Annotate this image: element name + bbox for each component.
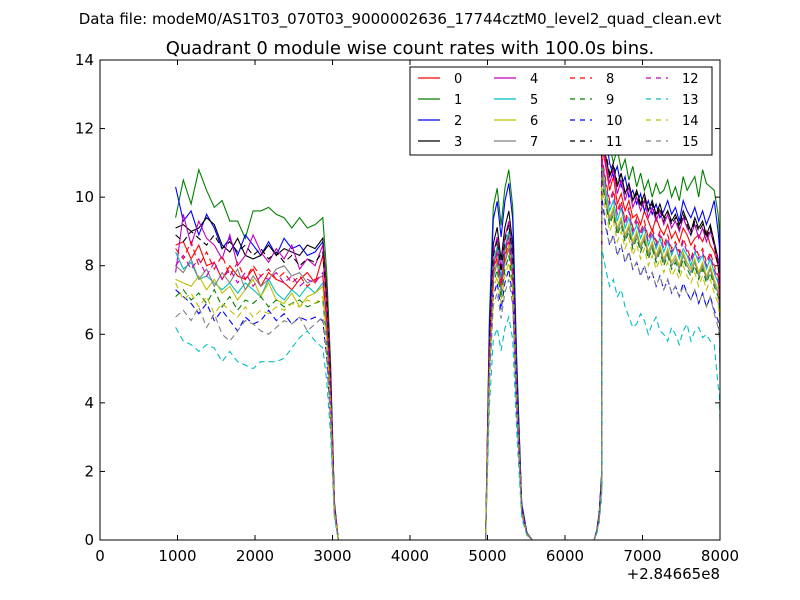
legend-label-5: 5: [530, 93, 538, 108]
y-tick-label: 2: [84, 462, 94, 480]
series-line-7: [175, 173, 720, 540]
y-tick-label: 6: [84, 325, 94, 343]
legend-label-9: 9: [606, 93, 614, 108]
x-tick-label: 0: [95, 547, 105, 565]
series-line-12: [175, 159, 720, 540]
series-line-11: [175, 118, 720, 540]
series-line-0: [175, 145, 720, 540]
legend-label-14: 14: [682, 114, 699, 129]
series-line-10: [175, 197, 720, 540]
series-line-6: [175, 169, 720, 540]
legend-label-12: 12: [682, 72, 699, 87]
legend-label-10: 10: [606, 114, 623, 129]
legend-label-15: 15: [682, 135, 699, 150]
x-axis: 0 1000 2000 3000 4000 5000 6000 7000 8000: [95, 60, 739, 565]
legend-label-0: 0: [454, 72, 462, 87]
legend-label-8: 8: [606, 72, 614, 87]
chart-title: Quadrant 0 module wise count rates with …: [166, 38, 655, 59]
y-tick-label: 10: [75, 188, 94, 206]
figure-suptitle: Data file: modeM0/AS1T03_070T03_90000026…: [79, 10, 722, 29]
y-tick-label: 4: [84, 394, 94, 412]
legend-label-7: 7: [530, 135, 538, 150]
x-tick-label: 8000: [701, 547, 739, 565]
series-line-3: [175, 128, 720, 540]
legend-label-3: 3: [454, 135, 462, 150]
series-line-13: [175, 248, 720, 540]
legend-label-13: 13: [682, 93, 699, 108]
legend-box: [409, 66, 713, 156]
x-tick-label: 6000: [546, 547, 584, 565]
series-layer: [175, 87, 720, 540]
y-tick-label: 12: [75, 120, 94, 138]
x-tick-label: 3000: [313, 547, 351, 565]
y-tick-label: 0: [84, 531, 94, 549]
legend-label-2: 2: [454, 114, 462, 129]
legend-label-11: 11: [606, 135, 623, 150]
x-tick-label: 5000: [468, 547, 506, 565]
y-tick-label: 8: [84, 257, 94, 275]
series-line-14: [175, 186, 720, 540]
x-tick-label: 1000: [158, 547, 196, 565]
series-line-15: [175, 203, 720, 540]
y-tick-label: 14: [75, 51, 94, 69]
x-tick-label: 2000: [236, 547, 274, 565]
series-line-2: [175, 97, 720, 540]
x-axis-offset-label: +2.84665e8: [627, 565, 720, 583]
series-line-8: [175, 155, 720, 540]
legend-label-4: 4: [530, 72, 538, 87]
x-tick-label: 4000: [391, 547, 429, 565]
x-tick-label: 7000: [623, 547, 661, 565]
legend-label-6: 6: [530, 114, 538, 129]
series-line-9: [175, 179, 720, 540]
series-line-5: [175, 162, 720, 540]
legend-label-1: 1: [454, 93, 462, 108]
series-line-4: [175, 121, 720, 540]
